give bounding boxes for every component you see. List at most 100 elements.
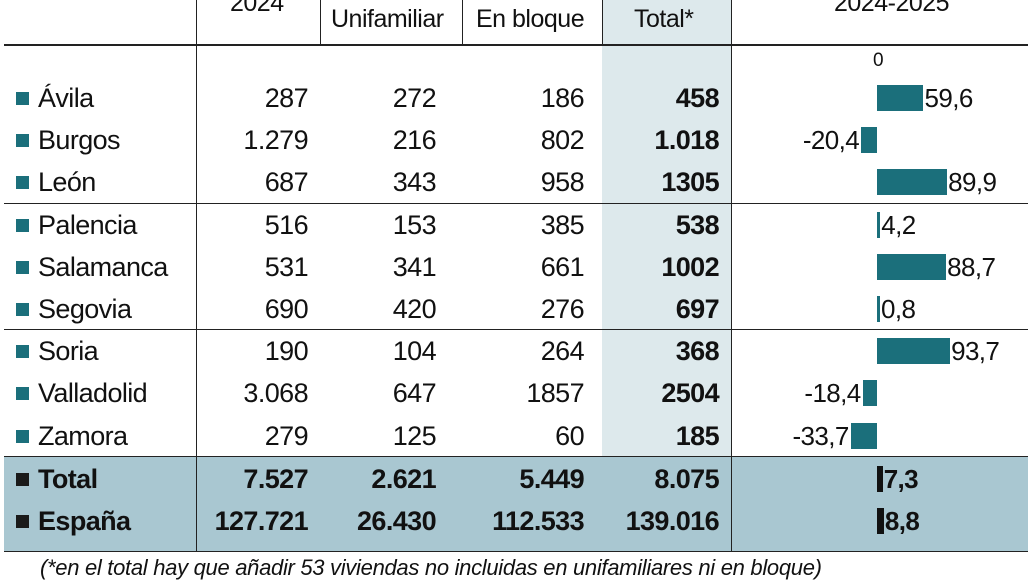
table-row: Salamanca 531 341 661 1002 xyxy=(0,246,1028,288)
header-unifamiliar: Unifamiliar xyxy=(331,5,444,33)
bottom-rule xyxy=(4,551,1028,552)
change-label: 7,3 xyxy=(883,464,919,494)
value-2024: 1.279 xyxy=(243,125,308,155)
change-bar xyxy=(877,254,947,280)
change-bar xyxy=(877,338,951,364)
header-total: Total* xyxy=(634,5,694,33)
header-year: 2024 xyxy=(230,0,284,17)
column-divider xyxy=(320,0,321,45)
row-name: Segovia xyxy=(16,288,132,330)
value-unifamiliar: 420 xyxy=(392,294,437,324)
row-name-text: Zamora xyxy=(38,421,128,451)
row-name: Valladolid xyxy=(16,372,148,414)
legend-square-icon xyxy=(16,176,29,189)
change-label: 59,6 xyxy=(924,83,973,113)
value-unifamiliar: 26.430 xyxy=(357,506,437,536)
value-total: 2504 xyxy=(661,378,719,408)
value-total: 458 xyxy=(675,83,720,113)
row-name-text: Salamanca xyxy=(38,252,168,282)
value-en-bloque: 276 xyxy=(540,294,585,324)
change-label: 8,8 xyxy=(884,506,920,536)
change-bar xyxy=(877,296,880,322)
row-name-text: Total xyxy=(38,464,98,494)
value-en-bloque: 385 xyxy=(540,210,585,240)
table-row: Soria 190 104 264 368 xyxy=(0,330,1028,372)
table-row: Segovia 690 420 276 697 xyxy=(0,288,1028,330)
column-divider xyxy=(196,0,197,552)
legend-square-icon xyxy=(16,387,29,400)
value-unifamiliar: 216 xyxy=(392,125,437,155)
legend-square-icon xyxy=(16,134,29,147)
table-row: Zamora 279 125 60 185 xyxy=(0,415,1028,457)
footnote: (*en el total hay que añadir 53 vivienda… xyxy=(40,555,822,580)
value-2024: 516 xyxy=(264,210,309,240)
value-total: 1.018 xyxy=(654,125,719,155)
value-total: 1305 xyxy=(661,167,719,197)
summary-band xyxy=(4,456,1028,552)
row-name-text: Palencia xyxy=(38,210,137,240)
row-name-text: León xyxy=(38,167,96,197)
change-bar xyxy=(877,212,881,238)
value-unifamiliar: 343 xyxy=(392,167,437,197)
change-label: 4,2 xyxy=(881,210,916,240)
change-bar xyxy=(877,169,948,195)
legend-square-icon xyxy=(16,515,29,528)
value-2024: 190 xyxy=(264,336,309,366)
value-en-bloque: 958 xyxy=(540,167,585,197)
legend-square-icon xyxy=(16,303,29,316)
row-name-text: España xyxy=(38,506,131,536)
legend-square-icon xyxy=(16,430,29,443)
table-row: Ávila 287 272 186 458 xyxy=(0,77,1028,119)
value-en-bloque: 661 xyxy=(540,252,585,282)
table-row: Palencia 516 153 385 538 xyxy=(0,204,1028,246)
value-2024: 287 xyxy=(264,83,309,113)
table-row: León 687 343 958 1305 xyxy=(0,161,1028,203)
value-total: 139.016 xyxy=(625,506,720,536)
value-en-bloque: 60 xyxy=(555,421,584,451)
row-name-text: Valladolid xyxy=(38,378,148,408)
value-2024: 7.527 xyxy=(243,464,308,494)
change-bar xyxy=(877,466,883,492)
value-unifamiliar: 647 xyxy=(392,378,437,408)
value-2024: 127.721 xyxy=(214,506,309,536)
row-name: Palencia xyxy=(16,204,137,246)
value-en-bloque: 5.449 xyxy=(519,464,584,494)
row-name-text: Segovia xyxy=(38,294,132,324)
change-label: 0,8 xyxy=(881,294,916,324)
value-2024: 690 xyxy=(264,294,309,324)
row-name: Soria xyxy=(16,330,99,372)
row-name-text: Burgos xyxy=(38,125,121,155)
header-change: 2024-2025 xyxy=(834,0,950,17)
legend-square-icon xyxy=(16,261,29,274)
column-divider xyxy=(731,0,732,552)
column-divider xyxy=(462,0,463,45)
change-label: -33,7 xyxy=(792,421,849,451)
legend-square-icon xyxy=(16,219,29,232)
value-2024: 531 xyxy=(264,252,309,282)
value-total: 8.075 xyxy=(654,464,719,494)
header-rule xyxy=(4,44,1028,46)
value-total: 538 xyxy=(675,210,720,240)
change-bar xyxy=(850,423,877,449)
row-name: Total xyxy=(16,458,98,500)
total-column-shading xyxy=(602,0,731,456)
group-rule xyxy=(4,203,1028,204)
zero-tick-label: 0 xyxy=(873,50,884,71)
value-total: 368 xyxy=(675,336,720,366)
change-bar xyxy=(877,508,884,534)
change-label: 88,7 xyxy=(947,252,996,282)
value-en-bloque: 802 xyxy=(540,125,585,155)
header-en-bloque: En bloque xyxy=(476,5,585,33)
value-total: 185 xyxy=(675,421,720,451)
row-name-text: Soria xyxy=(38,336,99,366)
value-total: 697 xyxy=(675,294,720,324)
row-name: España xyxy=(16,500,131,542)
value-en-bloque: 186 xyxy=(540,83,585,113)
table-row: Burgos 1.279 216 802 1.018 xyxy=(0,119,1028,161)
change-bar xyxy=(862,380,877,406)
row-name: Ávila xyxy=(16,77,94,119)
row-name: Zamora xyxy=(16,415,128,457)
value-en-bloque: 112.533 xyxy=(492,506,585,536)
change-label: 93,7 xyxy=(951,336,1000,366)
